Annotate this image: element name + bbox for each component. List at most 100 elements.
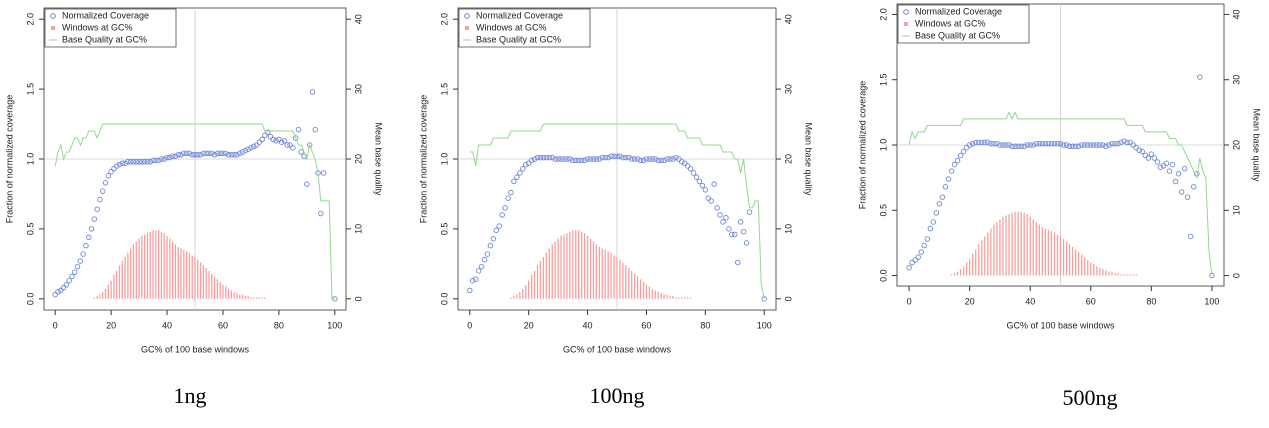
coverage-point	[1121, 138, 1127, 144]
coverage-point	[147, 159, 154, 165]
coverage-point	[976, 139, 982, 146]
coverage-point	[740, 228, 747, 235]
coverage-point	[1060, 142, 1067, 148]
coverage-point	[144, 159, 151, 165]
coverage-point	[200, 150, 207, 157]
coverage-point	[264, 129, 271, 136]
coverage-point	[954, 157, 961, 164]
coverage-point	[1003, 142, 1009, 148]
x-tick-label: 60	[641, 320, 651, 330]
coverage-point	[94, 206, 100, 213]
coverage-point	[467, 287, 473, 294]
x-tick-label: 40	[1025, 296, 1035, 306]
y2-axis-label: Mean base quality	[1252, 108, 1262, 182]
coverage-point	[1136, 147, 1142, 153]
coverage-point	[74, 263, 81, 270]
coverage-point	[626, 154, 632, 161]
coverage-point	[209, 150, 215, 157]
coverage-point	[994, 140, 1000, 147]
coverage-point	[1103, 143, 1109, 150]
coverage-point	[717, 212, 723, 218]
coverage-point	[988, 140, 994, 147]
coverage-point	[608, 153, 614, 159]
coverage-point	[102, 180, 109, 186]
coverage-point	[72, 269, 78, 276]
x-tick-label: 20	[524, 320, 534, 330]
coverage-point	[915, 254, 921, 261]
coverage-point	[979, 139, 985, 146]
coverage-point	[617, 153, 623, 159]
coverage-point	[487, 242, 494, 249]
coverage-point	[746, 209, 753, 215]
coverage-point	[318, 210, 324, 217]
coverage-point	[1084, 142, 1091, 148]
x-tick-label: 60	[1086, 296, 1096, 306]
coverage-point	[985, 139, 991, 146]
legend-marker	[465, 26, 469, 30]
coverage-point	[534, 154, 541, 161]
coverage-point	[267, 133, 274, 140]
legend-box	[897, 4, 1030, 44]
coverage-point	[172, 153, 179, 159]
coverage-point	[1075, 143, 1082, 150]
coverage-point	[1127, 139, 1133, 146]
coverage-point	[1181, 165, 1188, 172]
coverage-point	[1106, 142, 1112, 148]
coverage-point	[105, 173, 112, 179]
panel-caption: 500ng	[1063, 385, 1118, 410]
coverage-point	[1166, 168, 1173, 174]
coverage-point	[522, 161, 529, 168]
coverage-point	[909, 259, 915, 266]
y2-tick-label: 0	[1231, 273, 1241, 278]
coverage-point	[1015, 143, 1021, 150]
coverage-point	[921, 242, 928, 249]
coverage-point	[484, 251, 491, 257]
coverage-point	[1172, 178, 1179, 185]
coverage-point	[186, 150, 193, 157]
coverage-point	[1187, 233, 1194, 240]
coverage-point	[991, 140, 997, 147]
coverage-point	[231, 152, 237, 158]
coverage-point	[696, 178, 703, 185]
coverage-point	[1094, 142, 1100, 148]
coverage-point	[1145, 155, 1152, 161]
y-tick-label: 1.5	[878, 73, 888, 86]
coverage-point	[217, 150, 223, 157]
y2-axis-label: Mean base quality	[374, 122, 384, 196]
coverage-point	[599, 154, 606, 161]
coverage-point	[1118, 139, 1124, 146]
coverage-point	[561, 156, 567, 162]
coverage-point	[1100, 142, 1106, 148]
x-tick-label: 80	[274, 320, 284, 330]
coverage-point	[1133, 144, 1139, 151]
y2-tick-label: 40	[353, 14, 363, 24]
quality-line	[54, 123, 335, 300]
x-tick-label: 0	[907, 296, 912, 306]
legend-label: Normalized Coverage	[476, 10, 563, 20]
legend-label: Windows at GC%	[915, 18, 986, 28]
coverage-point	[933, 210, 940, 216]
y-tick-label: 1.0	[25, 153, 35, 166]
coverage-point	[520, 166, 526, 172]
coverage-point	[531, 156, 538, 162]
y2-tick-label: 20	[353, 154, 363, 164]
coverage-point	[478, 263, 485, 270]
coverage-point	[732, 231, 738, 238]
coverage-point	[1091, 142, 1097, 148]
coverage-point	[278, 139, 285, 145]
coverage-point	[1197, 74, 1203, 80]
coverage-point	[1045, 140, 1052, 147]
coverage-point	[99, 188, 106, 194]
coverage-point	[169, 153, 176, 159]
coverage-point	[211, 152, 218, 158]
coverage-point	[1072, 143, 1079, 150]
coverage-point	[1036, 140, 1043, 147]
coverage-point	[699, 182, 706, 189]
coverage-point	[549, 154, 555, 161]
coverage-point	[256, 139, 263, 145]
coverage-point	[729, 231, 735, 238]
coverage-point	[1012, 143, 1018, 150]
coverage-point	[111, 166, 117, 172]
coverage-point	[643, 156, 650, 162]
